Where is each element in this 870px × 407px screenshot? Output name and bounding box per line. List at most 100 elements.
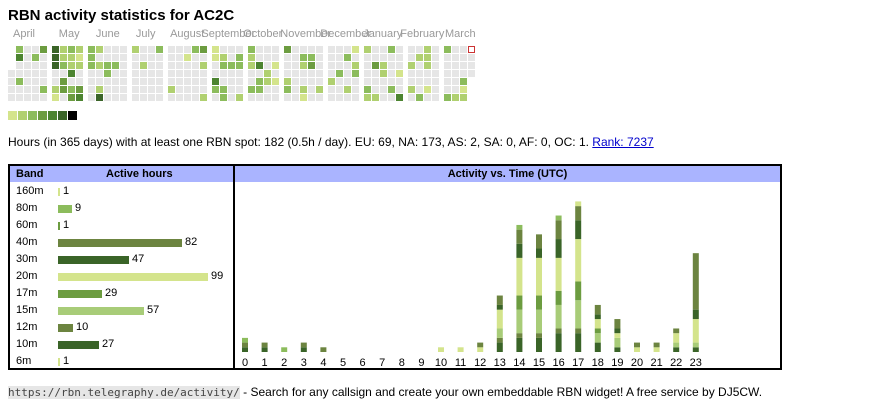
bar-segment-20m-h18	[594, 319, 601, 329]
band-name: 12m	[16, 321, 38, 333]
day-cell	[60, 94, 67, 101]
day-cell	[76, 46, 83, 53]
day-cell	[40, 70, 47, 77]
day-cell	[16, 62, 23, 69]
day-cell	[292, 86, 299, 93]
day-cell	[388, 78, 395, 85]
day-cell	[16, 54, 23, 61]
bar-segment-17m-h16	[555, 290, 562, 305]
day-cell	[168, 94, 175, 101]
day-cell	[104, 94, 111, 101]
day-cell	[184, 70, 191, 77]
day-cell	[416, 70, 423, 77]
day-cell	[408, 86, 415, 93]
band-table: Band Active hours 160m 1 80m 9 60m 1 40m 82 30m 4…	[8, 164, 235, 370]
day-cell	[444, 62, 451, 69]
day-cell	[380, 54, 387, 61]
day-cell	[16, 46, 23, 53]
day-cell	[308, 94, 315, 101]
day-cell	[396, 54, 403, 61]
day-cell	[308, 46, 315, 53]
day-cell	[8, 94, 15, 101]
day-cell	[184, 62, 191, 69]
band-bar	[58, 307, 144, 315]
x-tick-label: 21	[650, 357, 662, 368]
day-cell	[112, 70, 119, 77]
day-cell	[200, 86, 207, 93]
bar-segment-40m-h4	[320, 347, 327, 352]
day-cell	[16, 94, 23, 101]
day-cell	[248, 70, 255, 77]
bar-segment-20m-h21	[653, 347, 660, 352]
day-cell	[176, 78, 183, 85]
bar-segment-80m-h16	[555, 215, 562, 221]
bar-segment-10m-h18	[594, 342, 601, 352]
footer-url[interactable]: https://rbn.telegraphy.de/activity/	[8, 386, 240, 399]
day-cell	[52, 94, 59, 101]
day-cell	[424, 86, 431, 93]
day-cell	[300, 94, 307, 101]
day-cell	[168, 70, 175, 77]
day-cell	[32, 94, 39, 101]
bar-segment-20m-h17	[575, 239, 582, 282]
day-cell	[200, 54, 207, 61]
day-cell	[284, 62, 291, 69]
day-cell	[452, 78, 459, 85]
day-cell	[212, 62, 219, 69]
day-cell	[140, 78, 147, 85]
day-cell	[396, 94, 403, 101]
bar-segment-12m-h17	[575, 328, 582, 334]
day-cell	[76, 54, 83, 61]
day-cell	[344, 70, 351, 77]
day-cell	[444, 70, 451, 77]
band-bar	[58, 341, 99, 349]
day-cell	[52, 78, 59, 85]
day-cell	[60, 86, 67, 93]
page-title: RBN activity statistics for AC2C	[8, 7, 235, 24]
bar-segment-12m-h13	[496, 337, 503, 343]
day-cell	[184, 94, 191, 101]
day-cell	[68, 94, 75, 101]
bar-segment-30m-h1	[261, 347, 268, 352]
footer: https://rbn.telegraphy.de/activity/ - Se…	[8, 385, 762, 399]
day-cell	[264, 86, 271, 93]
x-tick-label: 6	[360, 357, 366, 368]
day-cell	[264, 54, 271, 61]
day-cell	[112, 86, 119, 93]
band-bar	[58, 239, 182, 247]
day-cell	[424, 62, 431, 69]
day-cell	[372, 94, 379, 101]
day-cell	[352, 70, 359, 77]
day-cell	[184, 78, 191, 85]
day-cell	[328, 86, 335, 93]
band-hours-value: 82	[185, 236, 198, 248]
day-cell	[156, 78, 163, 85]
rank-link[interactable]: Rank: 7237	[592, 135, 654, 149]
legend-swatch	[68, 111, 77, 120]
day-cell	[112, 78, 119, 85]
day-cell	[432, 54, 439, 61]
day-cell	[416, 94, 423, 101]
band-hours-value: 27	[102, 338, 115, 350]
day-cell	[24, 78, 31, 85]
bar-segment-12m-h14	[516, 333, 523, 338]
day-cell	[212, 78, 219, 85]
bar-segment-40m-h15	[536, 234, 542, 249]
band-row-20m: 20m 99	[10, 268, 233, 285]
day-cell	[24, 62, 31, 69]
month-label-april: April	[13, 28, 36, 40]
day-cell	[52, 86, 59, 93]
day-cell	[156, 94, 163, 101]
day-cell	[292, 94, 299, 101]
month-label-july: July	[135, 28, 156, 40]
day-cell	[200, 62, 207, 69]
day-cell	[220, 78, 227, 85]
day-cell	[192, 78, 199, 85]
x-tick-label: 0	[242, 357, 248, 368]
day-cell	[212, 54, 219, 61]
day-cell	[272, 78, 279, 85]
band-row-30m: 30m 47	[10, 251, 233, 268]
day-cell	[132, 62, 139, 69]
day-cell	[272, 54, 279, 61]
day-cell	[364, 94, 371, 101]
